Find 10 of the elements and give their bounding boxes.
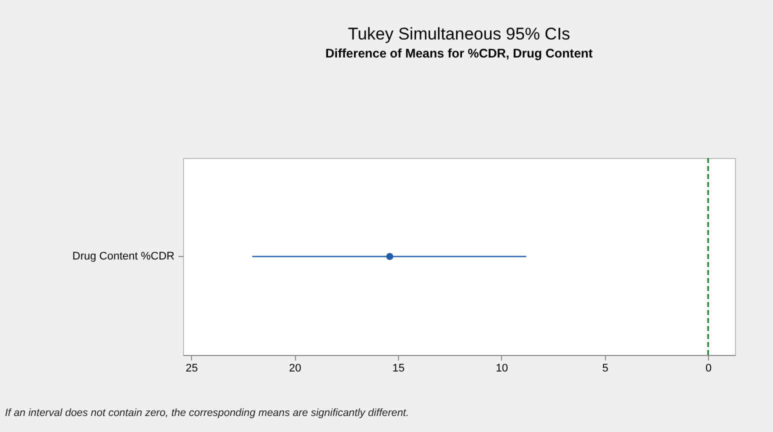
x-tick-label: 10 xyxy=(496,362,508,374)
text: If an interval does not contain zero, the corresponding means are significantly different. xyxy=(5,407,409,419)
x-tick-label: 15 xyxy=(392,362,405,374)
chart-subtitle: Difference of Means for %CDR, Drug Content xyxy=(325,46,594,61)
y-tick-label: Drug Content %CDR xyxy=(72,250,175,262)
x-tick-label: 5 xyxy=(602,362,608,374)
x-tick-label: 0 xyxy=(706,362,712,374)
chart-title: Tukey Simultaneous 95% CIs xyxy=(348,24,570,44)
x-tick-label: 25 xyxy=(186,362,198,374)
x-tick-label: 20 xyxy=(289,362,302,374)
